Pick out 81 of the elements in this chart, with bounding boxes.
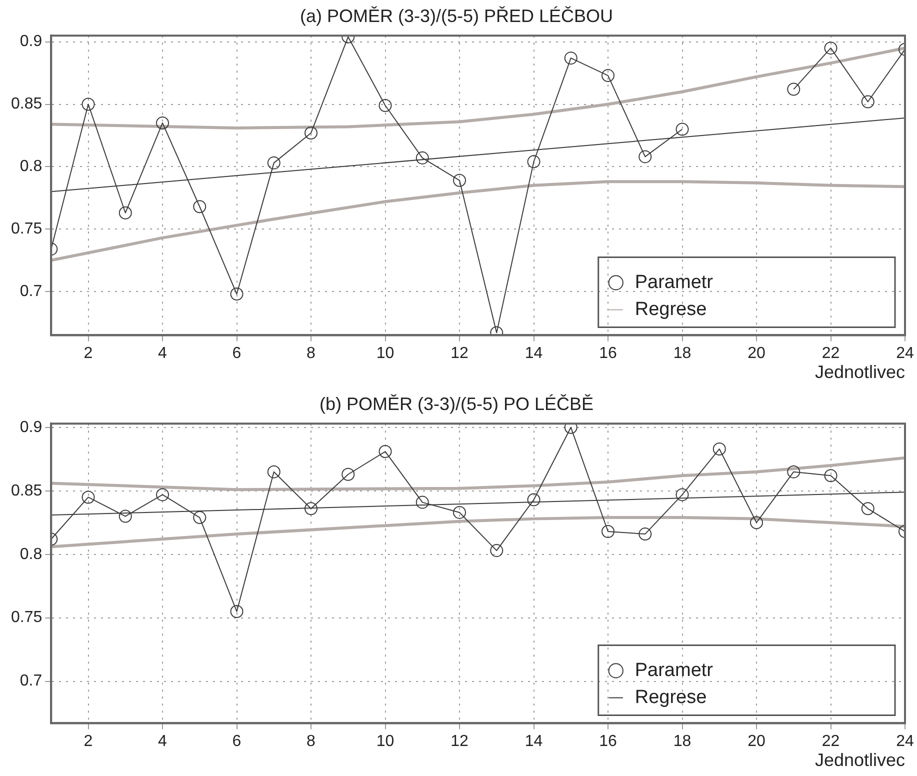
point: [861, 502, 874, 516]
y-tick-label: 0.85: [11, 482, 42, 500]
point: [824, 42, 838, 55]
point: [193, 200, 206, 214]
x-tick-label: 24: [896, 345, 914, 362]
point: [416, 496, 429, 509]
point: [156, 488, 170, 502]
point: [267, 465, 280, 478]
y-tick-label: 0.7: [20, 672, 42, 690]
y-tick-label: 0.8: [20, 158, 42, 176]
point: [638, 528, 652, 541]
y-tick-label: 0.85: [11, 96, 42, 113]
x-tick-label: 10: [376, 345, 394, 362]
chart-title: (b) POMĚR (3-3)/(5-5) PO LÉČBĚ: [319, 394, 594, 414]
x-tick-label: 12: [450, 345, 469, 362]
point: [787, 82, 800, 96]
point: [193, 511, 206, 524]
point: [453, 506, 466, 519]
point: [638, 150, 652, 164]
point: [118, 206, 132, 220]
y-tick-label: 0.75: [11, 609, 42, 626]
point: [378, 445, 392, 458]
y-tick-label: 0.75: [11, 220, 42, 238]
legend-label: Regrese: [634, 686, 707, 708]
x-tick-label: 12: [450, 733, 469, 750]
point: [602, 69, 615, 82]
point: [527, 155, 540, 168]
x-tick-label: 20: [748, 345, 766, 362]
legend-label: Parametr: [634, 660, 714, 681]
x-tick-label: 6: [232, 733, 242, 750]
point: [676, 122, 689, 136]
point: [712, 442, 726, 456]
point: [676, 488, 689, 502]
x-tick-label: 18: [673, 345, 692, 362]
chart-title: (a) POMĚR (3-3)/(5-5) PŘED LÉČBOU: [300, 6, 614, 26]
y-tick-label: 0.9: [20, 33, 42, 50]
point: [82, 490, 95, 504]
x-tick-label: 8: [306, 345, 316, 362]
x-tick-label: 8: [306, 733, 316, 750]
point: [861, 95, 874, 108]
point: [267, 156, 280, 170]
x-tick-label: 6: [232, 345, 242, 362]
point: [527, 493, 540, 506]
point: [750, 516, 764, 530]
x-tick-label: 4: [158, 345, 168, 362]
point: [453, 174, 466, 187]
x-tick-label: 22: [822, 345, 840, 362]
y-tick-label: 0.9: [20, 418, 42, 436]
x-axis-title: Jednotlivec: [814, 362, 905, 382]
point: [490, 544, 504, 558]
point: [564, 52, 578, 65]
x-tick-label: 14: [524, 733, 543, 750]
y-tick-label: 0.8: [20, 546, 42, 563]
point: [230, 604, 244, 618]
point: [304, 502, 318, 516]
x-tick-label: 18: [673, 733, 692, 750]
point: [342, 468, 355, 481]
x-tick-label: 24: [896, 733, 914, 750]
point: [230, 288, 244, 301]
x-tick-label: 10: [376, 733, 394, 750]
point: [787, 465, 800, 478]
point: [304, 126, 318, 140]
point: [378, 99, 392, 112]
point: [118, 510, 132, 523]
x-tick-label: 16: [599, 345, 618, 362]
x-tick-label: 20: [748, 733, 766, 750]
x-tick-label: 16: [599, 733, 618, 750]
x-tick-label: 2: [84, 733, 93, 750]
point: [82, 98, 95, 111]
x-tick-label: 14: [524, 345, 543, 362]
legend-label: Parametr: [634, 272, 714, 293]
point: [416, 151, 429, 164]
point: [824, 469, 838, 482]
y-tick-label: 0.7: [20, 282, 42, 300]
x-axis-title: Jednotlivec: [814, 750, 905, 770]
x-tick-label: 22: [822, 733, 840, 750]
x-tick-label: 4: [158, 733, 168, 750]
point: [602, 525, 615, 538]
x-tick-label: 2: [84, 345, 93, 362]
point: [156, 116, 170, 130]
legend-label: Regrese: [634, 298, 707, 320]
